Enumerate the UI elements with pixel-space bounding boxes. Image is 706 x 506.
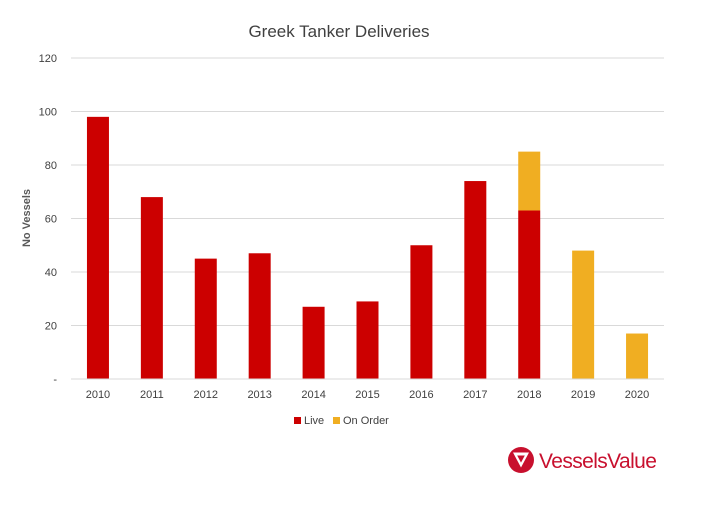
bar-on-order-2018	[518, 151, 541, 211]
bar-live-2011	[140, 197, 163, 379]
legend-label: Live	[304, 415, 324, 427]
x-tick-label: 2010	[86, 389, 110, 401]
y-axis-label: No Vessels	[21, 189, 33, 247]
bar-live-2014	[302, 306, 325, 379]
legend-swatch	[294, 417, 301, 424]
legend: Live On Order	[294, 415, 389, 427]
bar-on-order-2020	[626, 333, 649, 379]
y-tick-label: -	[53, 374, 57, 386]
x-axis: 2010 2011 2012 2013 2014 2015 2016 2017 2018 2019…	[71, 378, 664, 401]
bar-live-2017	[464, 181, 487, 379]
x-tick-label: 2013	[247, 389, 271, 401]
y-tick-label: 80	[45, 160, 57, 172]
y-tick-label: 120	[39, 53, 57, 65]
vesselsvalue-logo: VesselsValue	[508, 447, 657, 473]
x-tick-label: 2018	[517, 389, 541, 401]
x-tick-label: 2015	[355, 389, 379, 401]
gridlines	[71, 57, 664, 326]
bar-live-2013	[248, 253, 271, 379]
legend-label: On Order	[343, 415, 389, 427]
y-axis: - 20 40 60 80 100 120	[39, 53, 58, 386]
x-tick-label: 2012	[194, 389, 218, 401]
y-tick-label: 60	[45, 214, 57, 226]
bar-live-2015	[356, 301, 379, 379]
x-tick-label: 2017	[463, 389, 487, 401]
x-tick-label: 2016	[409, 389, 433, 401]
y-tick-label: 20	[45, 321, 57, 333]
x-tick-label: 2011	[140, 389, 164, 401]
y-tick-label: 100	[39, 107, 57, 119]
vesselsvalue-logo-icon	[508, 447, 534, 473]
bars	[86, 116, 649, 379]
vesselsvalue-logo-text: VesselsValue	[539, 450, 656, 473]
x-tick-label: 2019	[571, 389, 595, 401]
y-tick-label: 40	[45, 267, 57, 279]
bar-live-2012	[194, 258, 217, 379]
legend-swatch	[333, 417, 340, 424]
chart-title: Greek Tanker Deliveries	[248, 22, 429, 41]
bar-live-2016	[410, 245, 433, 379]
x-tick-label: 2014	[301, 389, 325, 401]
x-tick-label: 2020	[625, 389, 649, 401]
bar-live-2010	[86, 116, 109, 379]
bar-on-order-2019	[572, 250, 595, 379]
bar-live-2018	[518, 210, 541, 379]
